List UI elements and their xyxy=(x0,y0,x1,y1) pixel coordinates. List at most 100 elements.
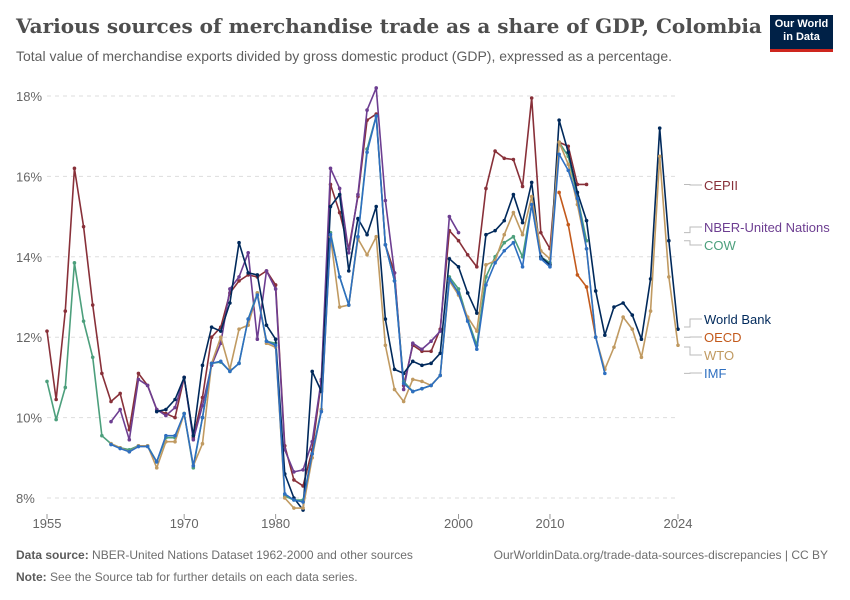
data-point xyxy=(575,273,580,277)
data-point xyxy=(374,86,379,90)
series-cow xyxy=(45,114,589,502)
chart-title: Various sources of merchandise trade as … xyxy=(16,14,762,38)
data-point xyxy=(648,309,653,313)
data-point xyxy=(420,347,424,352)
label-connector xyxy=(684,183,702,186)
data-point xyxy=(566,150,571,155)
data-point xyxy=(145,444,150,449)
series-line xyxy=(156,119,679,511)
data-point xyxy=(621,315,625,319)
data-point xyxy=(319,409,324,414)
data-point xyxy=(200,403,205,408)
data-point xyxy=(557,190,561,195)
data-point xyxy=(401,399,406,404)
data-point xyxy=(511,210,516,215)
data-point xyxy=(118,446,122,451)
data-point xyxy=(484,186,488,191)
data-point xyxy=(218,359,223,364)
data-point xyxy=(365,252,369,257)
data-point xyxy=(81,319,86,323)
data-point xyxy=(136,377,141,382)
data-point xyxy=(584,285,589,289)
label-connector xyxy=(684,226,702,234)
data-point xyxy=(264,269,269,273)
data-point xyxy=(465,291,470,295)
data-point xyxy=(237,279,241,283)
data-point xyxy=(584,218,589,223)
logo-line1: Our World xyxy=(774,18,829,30)
data-point xyxy=(218,335,223,340)
note-text: See the Source tab for further details o… xyxy=(50,570,358,584)
data-point xyxy=(420,386,424,391)
data-point xyxy=(154,466,159,470)
data-point xyxy=(401,381,406,386)
data-point xyxy=(127,437,132,442)
owid-logo[interactable]: Our World in Data xyxy=(770,15,833,52)
series-line xyxy=(110,115,606,503)
data-point xyxy=(282,492,287,496)
data-point xyxy=(621,301,625,305)
data-point xyxy=(173,397,177,402)
series-label: IMF xyxy=(704,366,726,381)
data-point xyxy=(475,265,479,269)
data-point xyxy=(557,140,561,145)
data-point xyxy=(520,232,525,237)
data-point xyxy=(502,248,507,253)
source-text[interactable]: NBER-United Nations Dataset 1962-2000 an… xyxy=(92,548,413,562)
data-point xyxy=(520,265,525,269)
label-connector xyxy=(684,346,702,356)
series-world-bank xyxy=(154,118,680,512)
data-point xyxy=(429,383,433,388)
data-point xyxy=(90,355,95,360)
data-point xyxy=(511,157,516,162)
series-label: OECD xyxy=(704,330,742,345)
data-point xyxy=(191,437,196,442)
data-point xyxy=(539,230,543,235)
data-point xyxy=(456,287,461,291)
y-tick-label: 10% xyxy=(16,411,42,426)
data-point xyxy=(429,339,433,344)
data-point xyxy=(292,470,296,474)
data-point xyxy=(164,407,168,412)
data-point xyxy=(237,327,241,331)
series-line xyxy=(558,192,597,338)
source-url[interactable]: OurWorldinData.org/trade-data-sources-di… xyxy=(493,548,828,562)
x-tick-label: 1955 xyxy=(33,516,62,531)
data-point xyxy=(657,126,662,130)
data-point xyxy=(228,287,232,291)
data-point xyxy=(447,277,452,281)
data-point xyxy=(447,257,452,261)
data-point xyxy=(136,444,141,449)
data-point xyxy=(502,232,507,237)
data-point xyxy=(410,389,415,394)
data-point xyxy=(539,257,543,261)
data-point xyxy=(392,271,397,275)
data-point xyxy=(392,387,397,392)
data-point xyxy=(301,506,305,510)
data-point xyxy=(657,154,662,159)
data-point xyxy=(346,303,351,307)
data-point xyxy=(228,301,232,305)
data-point xyxy=(548,265,552,269)
data-point xyxy=(173,405,177,410)
data-point xyxy=(356,234,360,239)
data-point xyxy=(100,433,104,438)
data-point xyxy=(136,371,141,376)
data-point xyxy=(447,214,452,219)
data-point xyxy=(72,261,77,265)
chart-subtitle: Total value of merchandise exports divid… xyxy=(16,48,672,64)
data-point xyxy=(648,277,653,281)
data-source: Data source: NBER-United Nations Dataset… xyxy=(16,548,413,562)
data-point xyxy=(200,441,205,446)
series-label: World Bank xyxy=(704,312,771,327)
data-point xyxy=(191,433,196,438)
data-point xyxy=(45,329,49,333)
data-point xyxy=(346,269,351,273)
data-point xyxy=(630,313,635,317)
source-label: Data source: xyxy=(16,548,89,562)
data-point xyxy=(337,305,342,309)
data-point xyxy=(520,184,525,189)
data-point xyxy=(310,369,315,374)
data-point xyxy=(502,240,507,245)
data-point xyxy=(90,303,95,307)
